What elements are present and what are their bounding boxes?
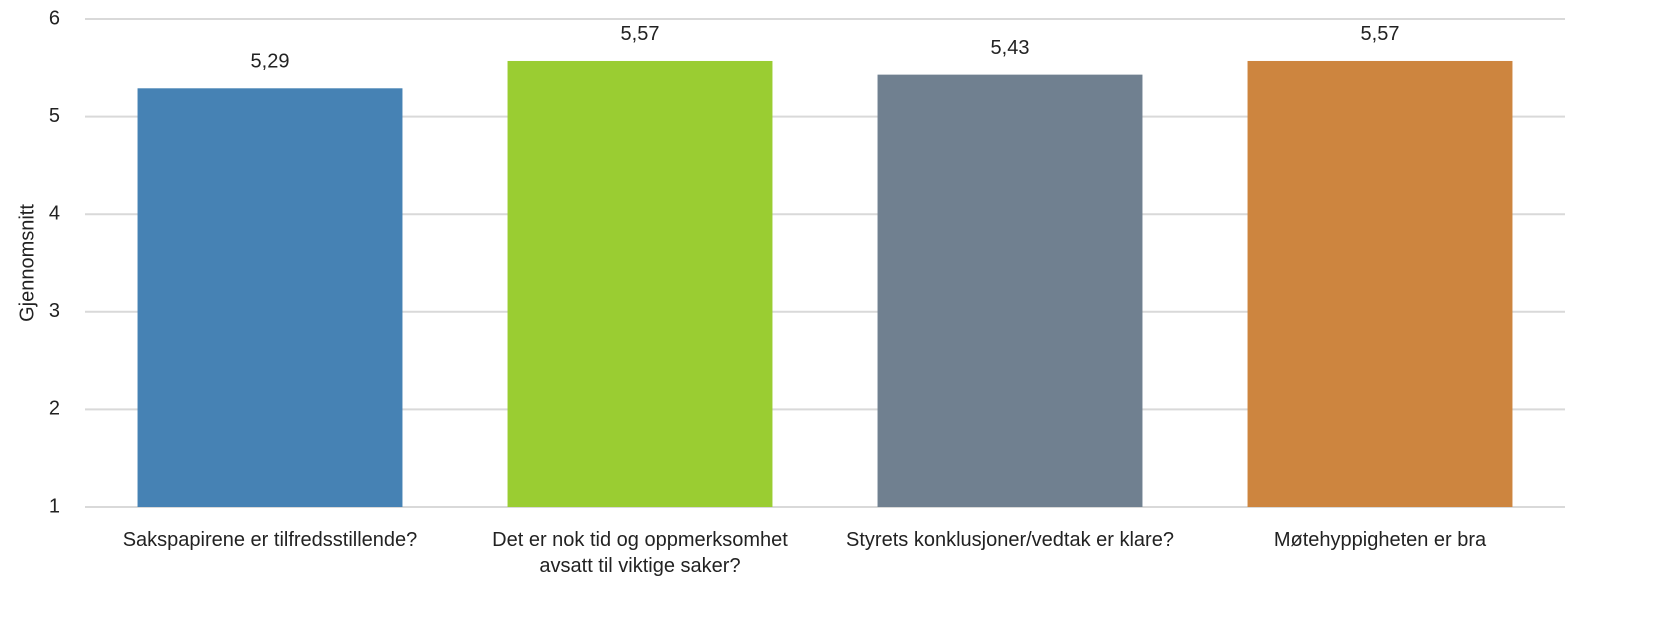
y-tick-label: 5 (49, 105, 60, 127)
bar (1247, 60, 1513, 508)
value-label: 5,43 (991, 37, 1030, 59)
x-tick-label: Møtehyppigheten er bra (1273, 529, 1487, 551)
bar (877, 74, 1143, 507)
x-tick-label: Det er nok tid og oppmerksomhet avsatt t… (492, 529, 788, 577)
bar (137, 88, 403, 508)
x-tick-label: Sakspapirene er tilfredsstillende? (122, 529, 418, 551)
y-tick-label: 4 (49, 202, 60, 224)
value-label: 5,57 (621, 23, 660, 45)
y-tick-label: 2 (49, 398, 60, 420)
value-label: 5,57 (1361, 23, 1400, 45)
y-tick-label: 3 (49, 300, 60, 322)
bar (507, 60, 773, 508)
y-tick-label: 1 (49, 495, 60, 517)
x-tick-label: Styrets konklusjoner/vedtak er klare? (846, 529, 1174, 551)
value-label: 5,29 (251, 51, 290, 73)
y-axis-label: Gjennomsnitt (16, 204, 38, 322)
y-tick-label: 6 (49, 7, 60, 29)
